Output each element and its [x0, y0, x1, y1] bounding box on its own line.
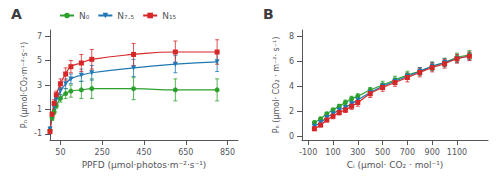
svg-text:Pₙ (µmol· CO₂ · m⁻²· s⁻¹): Pₙ (µmol· CO₂ · m⁻²· s⁻¹) — [272, 37, 281, 134]
svg-text:2: 2 — [289, 107, 294, 116]
svg-text:3: 3 — [37, 81, 42, 90]
svg-text:450: 450 — [136, 148, 151, 157]
svg-text:-1: -1 — [34, 129, 42, 138]
svg-text:1100: 1100 — [447, 148, 467, 157]
svg-text:Pₙ (µmol·CO₂·m⁻²·s⁻¹): Pₙ (µmol·CO₂·m⁻²·s⁻¹) — [20, 42, 29, 128]
svg-text:0: 0 — [289, 132, 294, 141]
svg-text:N₇.₅: N₇.₅ — [117, 11, 134, 21]
svg-text:900: 900 — [425, 148, 440, 157]
svg-text:4: 4 — [289, 82, 294, 91]
svg-text:A: A — [11, 6, 22, 22]
svg-text:1: 1 — [37, 105, 42, 114]
svg-text:7: 7 — [37, 32, 42, 41]
svg-text:8: 8 — [289, 32, 294, 41]
svg-text:50: 50 — [55, 148, 65, 157]
svg-text:N₀: N₀ — [79, 11, 90, 21]
svg-text:650: 650 — [178, 148, 193, 157]
svg-text:B: B — [263, 6, 274, 22]
svg-text:250: 250 — [95, 148, 110, 157]
svg-text:PPFD (μmol·photos·m⁻²·s⁻¹): PPFD (μmol·photos·m⁻²·s⁻¹) — [82, 160, 207, 170]
svg-text:Cᵢ (μmol· CO₂ · mol⁻¹): Cᵢ (μmol· CO₂ · mol⁻¹) — [347, 160, 444, 170]
svg-text:700: 700 — [400, 148, 415, 157]
svg-text:5: 5 — [37, 56, 42, 65]
svg-text:N₁₅: N₁₅ — [162, 11, 176, 21]
svg-text:100: 100 — [325, 148, 340, 157]
svg-text:-100: -100 — [299, 148, 317, 157]
svg-text:500: 500 — [375, 148, 390, 157]
svg-text:300: 300 — [350, 148, 365, 157]
svg-text:850: 850 — [220, 148, 235, 157]
svg-text:6: 6 — [289, 57, 294, 66]
